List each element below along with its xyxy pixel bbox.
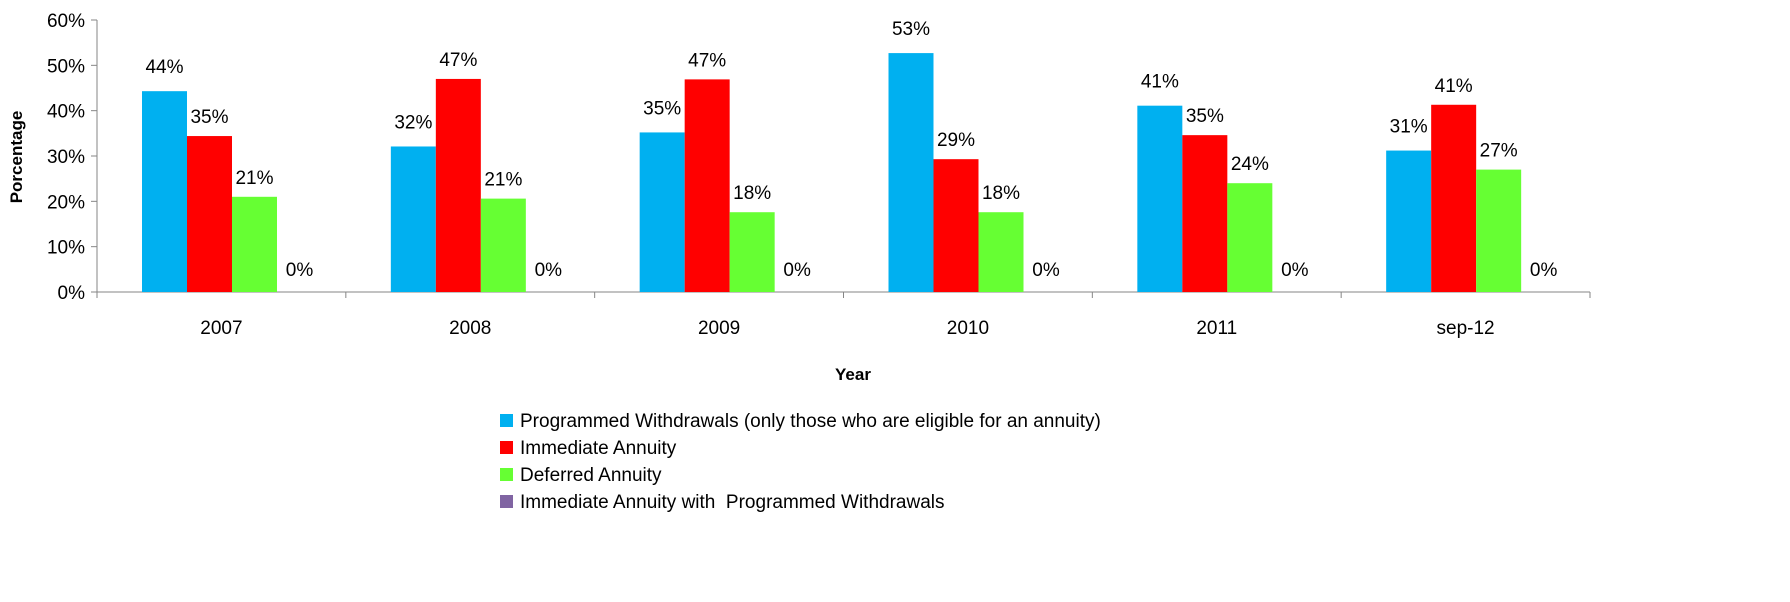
x-axis-label: Year	[835, 365, 871, 384]
legend-swatch	[500, 468, 513, 481]
bar	[888, 53, 934, 292]
legend-label: Immediate Annuity	[520, 438, 677, 459]
x-tick-label: 2011	[1196, 318, 1237, 339]
data-label: 0%	[535, 260, 563, 281]
bar	[232, 196, 277, 292]
x-tick-label: 2007	[200, 318, 242, 339]
bar	[1137, 105, 1183, 293]
data-label: 0%	[1032, 260, 1060, 281]
data-labels: 44% 35% 21% 0% 32% 47% 21% 0% 35% 47% 18% 0% 53% 29% 1…	[145, 19, 1557, 281]
bar	[1431, 104, 1477, 292]
data-label: 21%	[235, 168, 273, 189]
y-axis-label: Porcentage	[7, 111, 26, 204]
x-tick-label: 2008	[449, 318, 491, 339]
bar	[480, 198, 526, 292]
data-label: 32%	[394, 112, 432, 133]
data-label: 21%	[484, 170, 522, 191]
x-tick-label: 2009	[698, 318, 740, 339]
legend-label: Programmed Withdrawals (only those who a…	[520, 411, 1101, 432]
data-label: 0%	[783, 260, 811, 281]
bar	[1386, 150, 1432, 292]
y-tick-label: 40%	[47, 102, 85, 123]
legend-label: Immediate Annuity with Programmed Withdr…	[520, 492, 945, 513]
data-label: 29%	[937, 130, 975, 151]
y-tick-label: 10%	[47, 238, 85, 259]
data-label: 0%	[1281, 260, 1309, 281]
bar	[1227, 183, 1273, 292]
legend-swatch	[500, 495, 513, 508]
bar	[390, 146, 436, 292]
data-label: 24%	[1231, 154, 1269, 175]
data-label: 18%	[982, 183, 1020, 204]
bar	[435, 78, 481, 292]
legend: Programmed Withdrawals (only those who a…	[500, 411, 1101, 513]
data-label: 41%	[1435, 76, 1473, 97]
data-label: 31%	[1390, 117, 1428, 138]
bar	[142, 91, 187, 292]
legend-label: Deferred Annuity	[520, 465, 662, 486]
data-label: 44%	[145, 57, 183, 78]
bar	[639, 132, 685, 292]
data-label: 35%	[1186, 106, 1224, 127]
y-tick-label: 0%	[58, 283, 86, 304]
axes: 0% 10% 20% 30% 40% 50% 60% 2007 2008 2009 2010 2011…	[47, 11, 1591, 339]
bar	[187, 136, 232, 292]
data-label: 41%	[1141, 72, 1179, 93]
y-tick-label: 30%	[47, 147, 85, 168]
bar	[1476, 169, 1522, 292]
legend-swatch	[500, 414, 513, 427]
data-label: 27%	[1480, 141, 1518, 162]
data-label: 0%	[1530, 260, 1558, 281]
y-tick-label: 60%	[47, 11, 85, 32]
bar	[684, 79, 730, 293]
data-label: 47%	[439, 50, 477, 71]
bar	[729, 212, 775, 292]
bars	[142, 53, 1522, 293]
bar	[1182, 135, 1228, 292]
data-label: 35%	[190, 107, 228, 128]
legend-swatch	[500, 441, 513, 454]
data-label: 35%	[643, 98, 681, 119]
x-tick-label: 2010	[947, 318, 989, 339]
y-tick-label: 20%	[47, 192, 85, 213]
y-tick-label: 50%	[47, 56, 85, 77]
data-label: 53%	[892, 19, 930, 40]
data-label: 18%	[733, 183, 771, 204]
x-tick-label: sep-12	[1437, 318, 1495, 339]
bar	[933, 159, 979, 292]
data-label: 0%	[286, 260, 314, 281]
bar	[978, 212, 1024, 292]
data-label: 47%	[688, 50, 726, 71]
